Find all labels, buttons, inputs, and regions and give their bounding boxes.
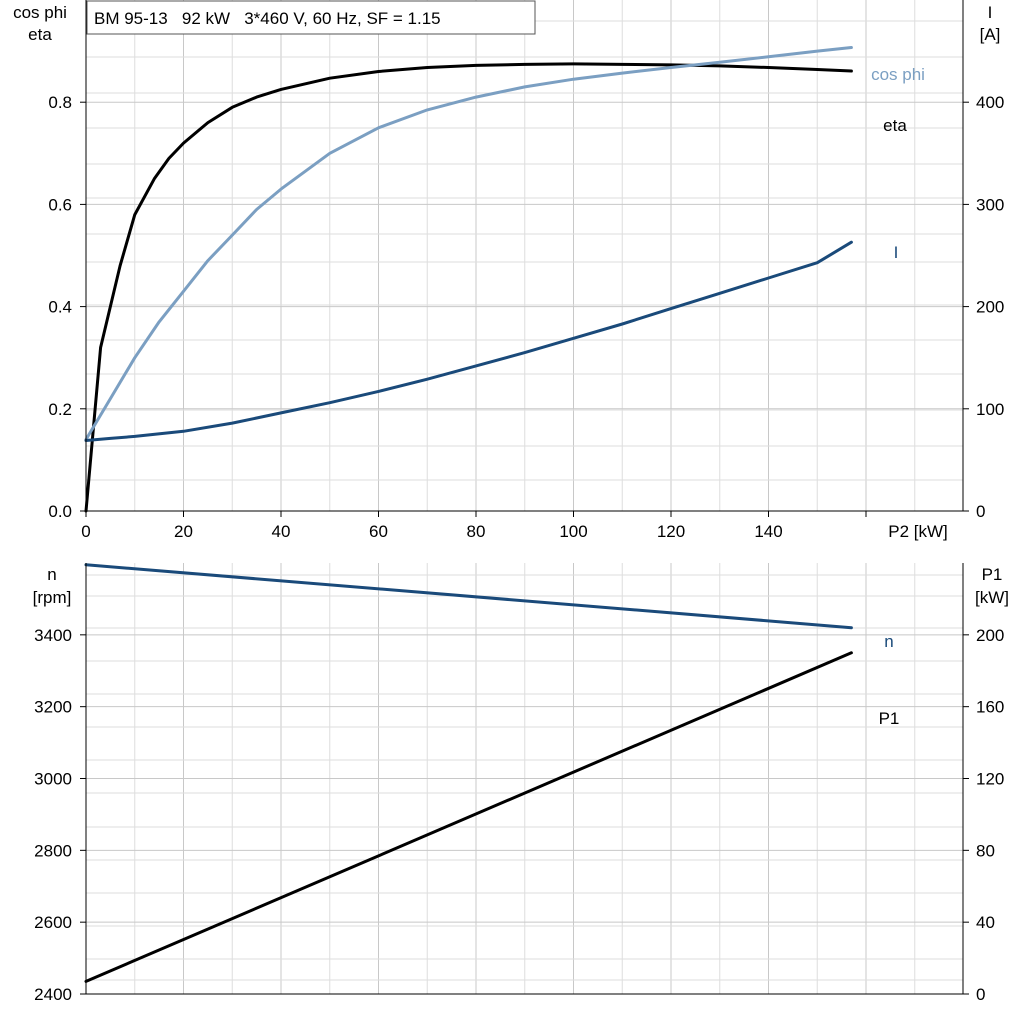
left-tick-label: 0.0 (48, 502, 72, 521)
top-right-axis-label-line2: [A] (980, 25, 1001, 44)
series-label-eta: eta (883, 116, 907, 135)
top-left-tick-labels: 0.0 0.2 0.4 0.6 0.8 (48, 93, 86, 521)
top-grid (86, 0, 963, 511)
right-tick-label: 200 (976, 626, 1004, 645)
bottom-left-axis-label-line2: [rpm] (33, 588, 72, 607)
bottom-series-layer (84, 563, 853, 983)
top-right-tick-labels: 0 100 200 300 400 (963, 93, 1004, 521)
right-tick-label: 40 (976, 913, 995, 932)
right-tick-label: 0 (976, 502, 985, 521)
left-tick-label: 3200 (34, 698, 72, 717)
right-tick-label: 160 (976, 698, 1004, 717)
top-chart-panel: 0.0 0.2 0.4 0.6 0.8 0 100 200 300 400 0 20 40 60 80 1… (13, 0, 1004, 541)
series-line-p1 (84, 651, 853, 983)
x-tick-label: 120 (657, 522, 685, 541)
top-left-axis-label-line1: cos phi (13, 3, 67, 22)
x-tick-label: 40 (272, 522, 291, 541)
bottom-right-tick-labels: 0 40 80 120 160 200 (963, 626, 1004, 1004)
series-label-n: n (884, 632, 893, 651)
x-tick-label: 80 (467, 522, 486, 541)
right-tick-label: 200 (976, 298, 1004, 317)
left-tick-label: 0.4 (48, 298, 72, 317)
right-tick-label: 400 (976, 93, 1004, 112)
right-tick-label: 120 (976, 770, 1004, 789)
x-tick-label: 20 (174, 522, 193, 541)
left-tick-label: 2800 (34, 841, 72, 860)
right-tick-label: 0 (976, 985, 985, 1004)
bottom-right-axis-label-line2: [kW] (975, 588, 1009, 607)
bottom-right-axis-label-line1: P1 (982, 565, 1003, 584)
series-line-i (84, 240, 853, 442)
x-tick-label: 100 (559, 522, 587, 541)
bottom-series-labels: n P1 (879, 632, 900, 728)
top-x-axis-label: P2 [kW] (888, 522, 948, 541)
chart-title: BM 95-13 92 kW 3*460 V, 60 Hz, SF = 1.15 (94, 9, 441, 28)
x-tick-label: 60 (369, 522, 388, 541)
bottom-grid (86, 563, 963, 994)
left-tick-label: 0.2 (48, 400, 72, 419)
top-x-tick-labels: 0 20 40 60 80 100 120 140 (81, 511, 867, 541)
x-tick-label: 140 (754, 522, 782, 541)
bottom-left-tick-labels: 2400 2600 2800 3000 3200 3400 (34, 626, 86, 1004)
series-label-p1: P1 (879, 709, 900, 728)
right-tick-label: 300 (976, 195, 1004, 214)
right-tick-label: 80 (976, 841, 995, 860)
top-right-axis-label-line1: I (988, 3, 993, 22)
left-tick-label: 0.8 (48, 93, 72, 112)
x-tick-label: 0 (81, 522, 90, 541)
left-tick-label: 3000 (34, 770, 72, 789)
left-tick-label: 3400 (34, 626, 72, 645)
series-label-i: I (894, 243, 899, 262)
left-tick-label: 0.6 (48, 195, 72, 214)
series-line-n (84, 563, 853, 630)
left-tick-label: 2400 (34, 985, 72, 1004)
title-box (86, 0, 536, 35)
right-tick-label: 100 (976, 400, 1004, 419)
bottom-left-axis-label-line1: n (47, 565, 56, 584)
top-left-axis-label-line2: eta (28, 25, 52, 44)
series-label-cos-phi: cos phi (871, 65, 925, 84)
top-series-layer (84, 46, 853, 513)
left-tick-label: 2600 (34, 913, 72, 932)
top-series-labels: eta cos phi I (871, 65, 925, 262)
series-line-cos-phi (84, 46, 853, 441)
